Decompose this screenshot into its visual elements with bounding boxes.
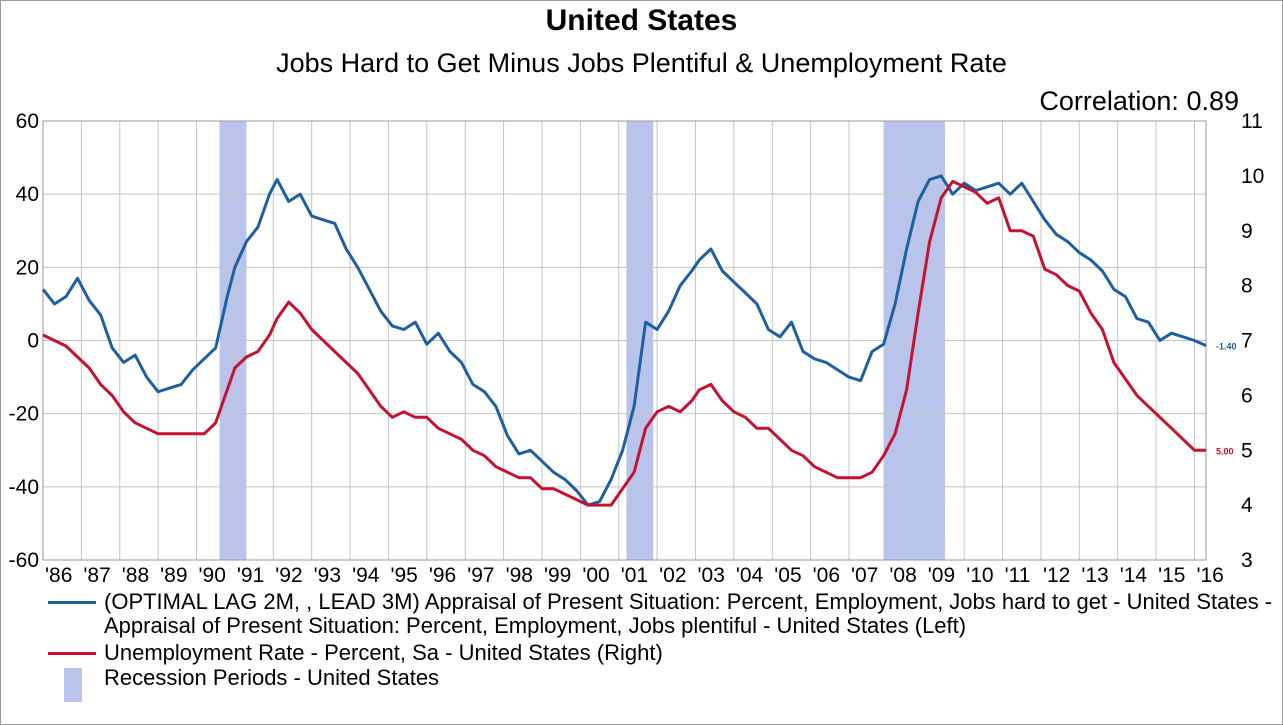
x-tick-label: '15	[1158, 564, 1185, 587]
x-tick-label: '16	[1196, 564, 1223, 587]
legend-label-unemployment: Unemployment Rate - Percent, Sa - United…	[104, 640, 663, 665]
x-tick-label: '99	[544, 564, 571, 587]
correlation-annotation: Correlation: 0.89	[1039, 86, 1239, 116]
x-tick-label: '93	[314, 564, 341, 587]
x-tick-label: '08	[889, 564, 916, 587]
x-tick-label: '89	[160, 564, 187, 587]
chart-subtitle: Jobs Hard to Get Minus Jobs Plentiful & …	[276, 48, 1007, 78]
y-left-tick-label: -20	[9, 403, 39, 426]
y-left-tick-label: -40	[9, 476, 39, 499]
y-right-tick-label: 4	[1241, 494, 1253, 517]
x-tick-label: '14	[1120, 564, 1148, 587]
x-tick-label: '95	[390, 564, 417, 587]
y-left-tick-label: 60	[16, 110, 39, 133]
legend-item-recession: Recession Periods - United States	[40, 665, 1280, 702]
x-tick-label: '12	[1043, 564, 1070, 587]
legend: (OPTIMAL LAG 2M, , LEAD 3M) Appraisal of…	[40, 590, 1280, 702]
y-left-tick-label: -60	[9, 549, 39, 572]
x-tick-label: '11	[1005, 564, 1031, 587]
x-tick-label: '05	[774, 564, 801, 587]
x-tick-label: '96	[429, 564, 456, 587]
x-tick-label: '91	[237, 564, 264, 587]
y-right-tick-label: 5	[1241, 439, 1253, 462]
x-tick-label: '90	[199, 564, 226, 587]
x-tick-label: '87	[83, 564, 110, 587]
x-tick-label: '86	[45, 564, 72, 587]
series-line-hard-to-get	[41, 174, 1207, 507]
y-left-tick-label: 20	[16, 256, 39, 279]
legend-item-unemployment: Unemployment Rate - Percent, Sa - United…	[40, 641, 1280, 665]
x-tick-label: '07	[851, 564, 878, 587]
plot-border	[42, 120, 1207, 561]
y-left-tick-label: 0	[27, 330, 39, 353]
legend-swatch-unemployment	[48, 652, 96, 655]
x-tick-label: '06	[813, 564, 840, 587]
series-end-label: 5.00	[1216, 446, 1234, 456]
y-right-tick-label: 10	[1241, 165, 1264, 188]
x-tick-label: '02	[659, 564, 686, 587]
series-end-label: -1.40	[1216, 342, 1237, 352]
x-tick-label: '10	[966, 564, 993, 587]
x-tick-label: '01	[621, 564, 648, 587]
y-left-tick-label: 40	[16, 183, 39, 206]
x-tick-label: '04	[736, 564, 764, 587]
x-tick-label: '03	[698, 564, 725, 587]
x-tick-label: '94	[352, 564, 380, 587]
legend-swatch-hard-to-get	[48, 601, 96, 604]
x-tick-label: '13	[1081, 564, 1108, 587]
y-right-tick-label: 6	[1241, 384, 1253, 407]
x-tick-label: '88	[122, 564, 149, 587]
x-tick-label: '97	[467, 564, 494, 587]
y-right-tick-label: 7	[1241, 330, 1253, 353]
x-tick-label: '98	[506, 564, 533, 587]
x-tick-label: '00	[582, 564, 609, 587]
y-right-tick-label: 11	[1241, 110, 1263, 133]
legend-item-hard-to-get: (OPTIMAL LAG 2M, , LEAD 3M) Appraisal of…	[40, 590, 1280, 638]
legend-label-hard-to-get: (OPTIMAL LAG 2M, , LEAD 3M) Appraisal of…	[104, 589, 1273, 638]
x-tick-label: '92	[275, 564, 302, 587]
legend-swatch-recession	[64, 668, 82, 702]
x-tick-label: '09	[928, 564, 955, 587]
y-right-tick-label: 3	[1241, 549, 1253, 572]
chart-title: United States	[545, 4, 738, 37]
chart-plot: '86 '87 '88 '89 '90 '91 '92 '93 '94 '95 '96 '97 '98 '…	[9, 110, 1265, 587]
series-line-unemployment	[42, 179, 1206, 507]
legend-label-recession: Recession Periods - United States	[104, 665, 440, 690]
y-right-tick-label: 8	[1241, 275, 1253, 298]
y-right-tick-label: 9	[1241, 220, 1253, 243]
